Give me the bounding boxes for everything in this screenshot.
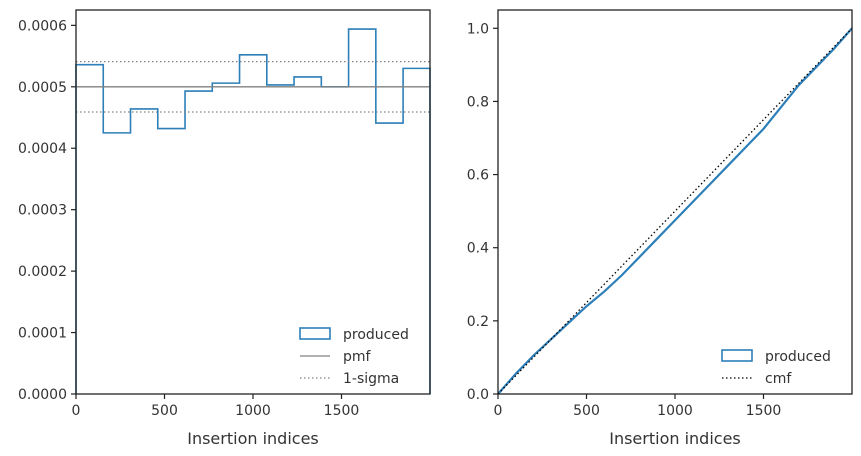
cmf-line	[497, 27, 853, 395]
legend-swatch-produced	[721, 349, 753, 362]
x-tick-label: 500	[151, 403, 178, 419]
legend-label: cmf	[765, 371, 792, 387]
x-axis-label: Insertion indices	[609, 429, 741, 448]
y-tick-label: 0.2	[467, 314, 489, 330]
legend: produced cmf	[721, 349, 831, 387]
y-tick-label: 0.6	[467, 168, 489, 184]
y-tick-label: 0.0005	[18, 80, 67, 96]
legend-label: produced	[343, 327, 409, 343]
legend-swatch-produced	[299, 327, 331, 340]
chart-panel-1: 0 500 1000 1500 0.0000 0.0001 0.0002 0.0003 0.00…	[18, 9, 431, 448]
y-tick-label: 0.0	[467, 387, 489, 403]
x-tick-label: 1500	[324, 403, 360, 419]
x-tick-label: 0	[72, 403, 81, 419]
y-tick-label: 0.0004	[18, 141, 67, 157]
x-tick-label: 1500	[746, 403, 782, 419]
y-tick-label: 0.0002	[18, 264, 67, 280]
y-tick-label: 0.0000	[18, 387, 67, 403]
y-tick-label: 0.0006	[18, 18, 67, 34]
legend-label: pmf	[343, 349, 372, 365]
x-axis-label: Insertion indices	[187, 429, 319, 448]
y-tick-label: 1.0	[467, 21, 489, 37]
y-tick-label: 0.4	[467, 241, 489, 257]
legend: produced pmf 1-sigma	[299, 327, 409, 387]
legend-label: 1-sigma	[343, 371, 399, 387]
y-tick-label: 0.0003	[18, 203, 67, 219]
x-tick-label: 1000	[657, 403, 693, 419]
chart-panel-2: 0 500 1000 1500 0.0 0.2 0.4 0.6 0.8 1.0 Insertion …	[467, 9, 853, 448]
x-tick-label: 500	[573, 403, 600, 419]
y-tick-label: 0.8	[467, 94, 489, 110]
histogram-series	[75, 28, 431, 394]
y-tick-label: 0.0001	[18, 326, 67, 342]
x-tick-label: 1000	[235, 403, 271, 419]
x-tick-label: 0	[494, 403, 503, 419]
axes-frame	[497, 9, 853, 395]
legend-label: produced	[765, 349, 831, 365]
